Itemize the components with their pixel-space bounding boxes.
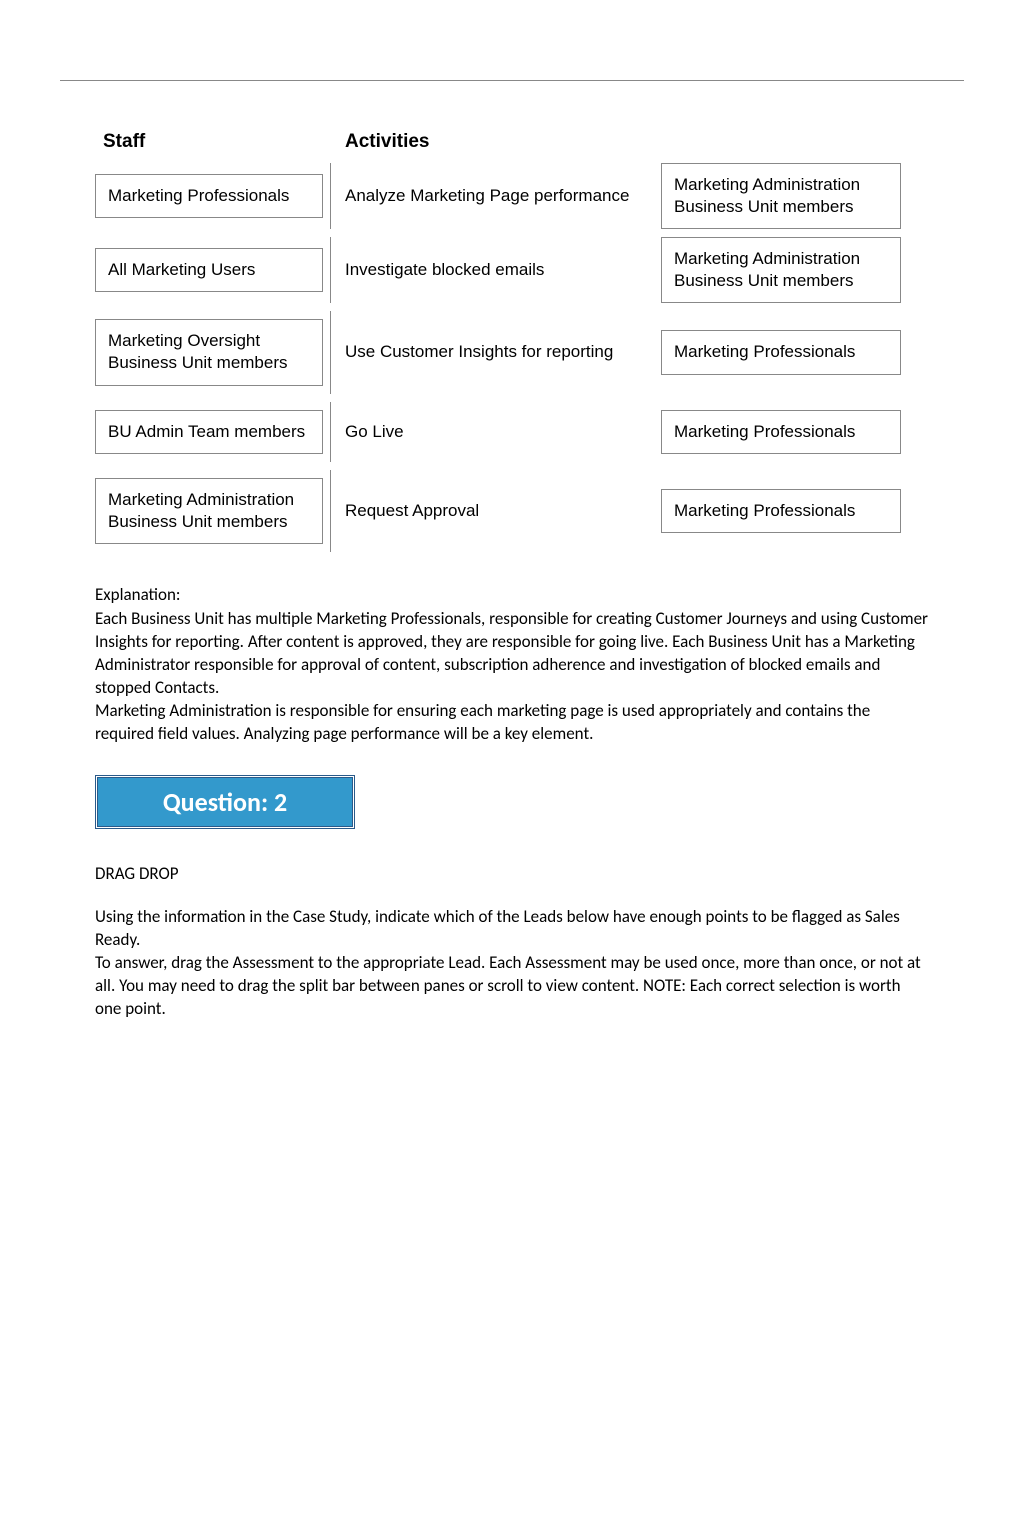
mapping-table: Staff Activities Marketing Professionals… xyxy=(0,81,1024,560)
explanation-p2: Marketing Administration is responsible … xyxy=(95,700,929,746)
drag-drop-heading: DRAG DROP xyxy=(95,863,929,884)
staff-box[interactable]: Marketing Administration Business Unit m… xyxy=(95,478,323,544)
table-row: Marketing Administration Business Unit m… xyxy=(95,470,929,552)
result-cell: Marketing Administration Business Unit m… xyxy=(661,163,911,229)
header-staff: Staff xyxy=(95,131,345,153)
activity-cell: Go Live xyxy=(331,402,661,462)
result-box[interactable]: Marketing Professionals xyxy=(661,410,901,454)
table-row: Marketing Oversight Business Unit member… xyxy=(95,311,929,393)
staff-box[interactable]: All Marketing Users xyxy=(95,248,323,292)
explanation-section: Explanation: Each Business Unit has mult… xyxy=(0,584,1024,746)
result-box[interactable]: Marketing Administration Business Unit m… xyxy=(661,237,901,303)
header-activities: Activities xyxy=(345,131,429,153)
drag-drop-p1: Using the information in the Case Study,… xyxy=(95,906,929,952)
activity-cell: Request Approval xyxy=(331,470,661,552)
staff-box[interactable]: Marketing Oversight Business Unit member… xyxy=(95,319,323,385)
staff-cell: Marketing Professionals xyxy=(95,163,331,229)
table-row: All Marketing Users Investigate blocked … xyxy=(95,237,929,303)
result-box[interactable]: Marketing Administration Business Unit m… xyxy=(661,163,901,229)
result-cell: Marketing Professionals xyxy=(661,470,911,552)
result-cell: Marketing Administration Business Unit m… xyxy=(661,237,911,303)
table-row: Marketing Professionals Analyze Marketin… xyxy=(95,163,929,229)
staff-cell: All Marketing Users xyxy=(95,237,331,303)
staff-cell: Marketing Oversight Business Unit member… xyxy=(95,311,331,393)
table-body: Marketing Professionals Analyze Marketin… xyxy=(95,163,929,560)
staff-cell: Marketing Administration Business Unit m… xyxy=(95,470,331,552)
activity-cell: Analyze Marketing Page performance xyxy=(331,163,661,229)
table-headers: Staff Activities xyxy=(95,131,929,153)
activity-cell: Investigate blocked emails xyxy=(331,237,661,303)
question-badge: Question: 2 xyxy=(98,778,352,826)
explanation-title: Explanation: xyxy=(95,584,929,605)
activity-cell: Use Customer Insights for reporting xyxy=(331,311,661,393)
result-box[interactable]: Marketing Professionals xyxy=(661,330,901,374)
explanation-p1: Each Business Unit has multiple Marketin… xyxy=(95,608,929,700)
result-cell: Marketing Professionals xyxy=(661,311,911,393)
table-row: BU Admin Team members Go Live Marketing … xyxy=(95,402,929,462)
staff-box[interactable]: BU Admin Team members xyxy=(95,410,323,454)
result-box[interactable]: Marketing Professionals xyxy=(661,489,901,533)
result-cell: Marketing Professionals xyxy=(661,402,911,462)
drag-drop-section: DRAG DROP Using the information in the C… xyxy=(0,863,1024,1021)
staff-box[interactable]: Marketing Professionals xyxy=(95,174,323,218)
staff-cell: BU Admin Team members xyxy=(95,402,331,462)
question-badge-container: Question: 2 xyxy=(95,775,355,829)
drag-drop-p2: To answer, drag the Assessment to the ap… xyxy=(95,952,929,1021)
